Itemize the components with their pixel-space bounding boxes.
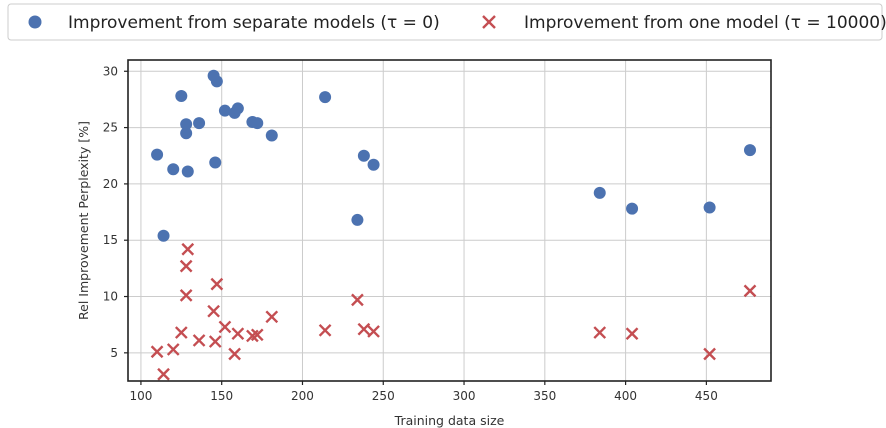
data-point-circle — [180, 127, 193, 140]
data-point-x — [218, 320, 232, 334]
data-point-circle — [743, 144, 756, 157]
data-point-x — [703, 347, 716, 361]
data-point-x — [743, 284, 757, 298]
y-tick-label: 10 — [103, 290, 118, 304]
series-separate-models — [151, 69, 756, 242]
data-point-circle — [209, 156, 222, 169]
y-tick-label: 5 — [110, 346, 118, 360]
y-tick-label: 20 — [103, 177, 118, 191]
data-point-x — [265, 310, 279, 324]
data-point-circle — [626, 202, 639, 215]
grid — [128, 60, 771, 381]
data-point-circle — [351, 213, 364, 226]
data-point-circle — [319, 91, 332, 104]
series-one-model — [150, 242, 757, 381]
data-point-circle — [218, 104, 231, 117]
data-point-x — [318, 323, 332, 337]
data-point-x — [157, 367, 170, 381]
data-point-x — [179, 289, 193, 302]
data-point-x — [357, 322, 371, 336]
data-point-x — [207, 304, 220, 318]
data-point-circle — [251, 117, 264, 130]
data-point-circle — [151, 148, 164, 161]
data-point-x — [174, 326, 188, 339]
data-point-x — [150, 345, 164, 359]
data-point-x — [367, 325, 380, 338]
x-axis-label: Training data size — [394, 413, 505, 428]
data-point-circle — [157, 229, 170, 242]
data-point-x — [228, 347, 241, 361]
data-point-circle — [193, 117, 206, 130]
data-point-circle — [265, 129, 278, 142]
data-point-x — [231, 327, 245, 341]
legend-marker-separate-models — [28, 15, 42, 29]
x-tick-label: 150 — [210, 389, 233, 403]
plot-frame — [127, 59, 772, 382]
x-tick-label: 300 — [453, 389, 476, 403]
data-point-circle — [703, 201, 716, 214]
y-axis-label: Rel Improvement Perplexity [%] — [76, 121, 91, 320]
data-point-x — [179, 259, 193, 273]
data-points — [150, 69, 757, 381]
data-point-circle — [181, 165, 194, 178]
data-point-circle — [367, 158, 380, 171]
x-tick-label: 450 — [695, 389, 718, 403]
legend-marker-one-model — [482, 15, 496, 29]
data-point-x — [351, 293, 364, 307]
x-tick-label: 350 — [533, 389, 556, 403]
data-point-circle — [167, 163, 180, 176]
x-tick-label: 400 — [614, 389, 637, 403]
y-tick-label: 30 — [103, 64, 118, 78]
legend-label-one-model: Improvement from one model (τ = 10000) — [524, 13, 886, 33]
data-point-x — [250, 328, 264, 342]
x-tick-label: 200 — [291, 389, 314, 403]
data-point-x — [208, 335, 222, 348]
data-point-x — [166, 343, 180, 356]
y-tick-label: 15 — [103, 233, 118, 247]
data-point-circle — [231, 102, 244, 115]
data-point-x — [210, 277, 224, 291]
legend-label-separate-models: Improvement from separate models (τ = 0) — [68, 13, 440, 33]
data-point-circle — [357, 149, 370, 162]
x-tick-label: 100 — [129, 389, 152, 403]
data-point-circle — [175, 90, 188, 103]
data-point-circle — [593, 186, 606, 199]
legend: Improvement from separate models (τ = 0)… — [7, 3, 886, 41]
x-tick-label: 250 — [372, 389, 395, 403]
data-point-x — [593, 326, 607, 339]
data-point-x — [625, 327, 639, 341]
tick-labels: 100 150 200 250 300 350 400 450 5 10 15 20 25 30 — [103, 64, 718, 403]
legend-frame — [7, 3, 883, 41]
data-point-x — [192, 334, 206, 347]
y-tick-label: 25 — [103, 121, 118, 135]
data-point-circle — [180, 118, 193, 131]
data-point-circle — [210, 75, 223, 88]
data-point-x — [181, 242, 195, 256]
